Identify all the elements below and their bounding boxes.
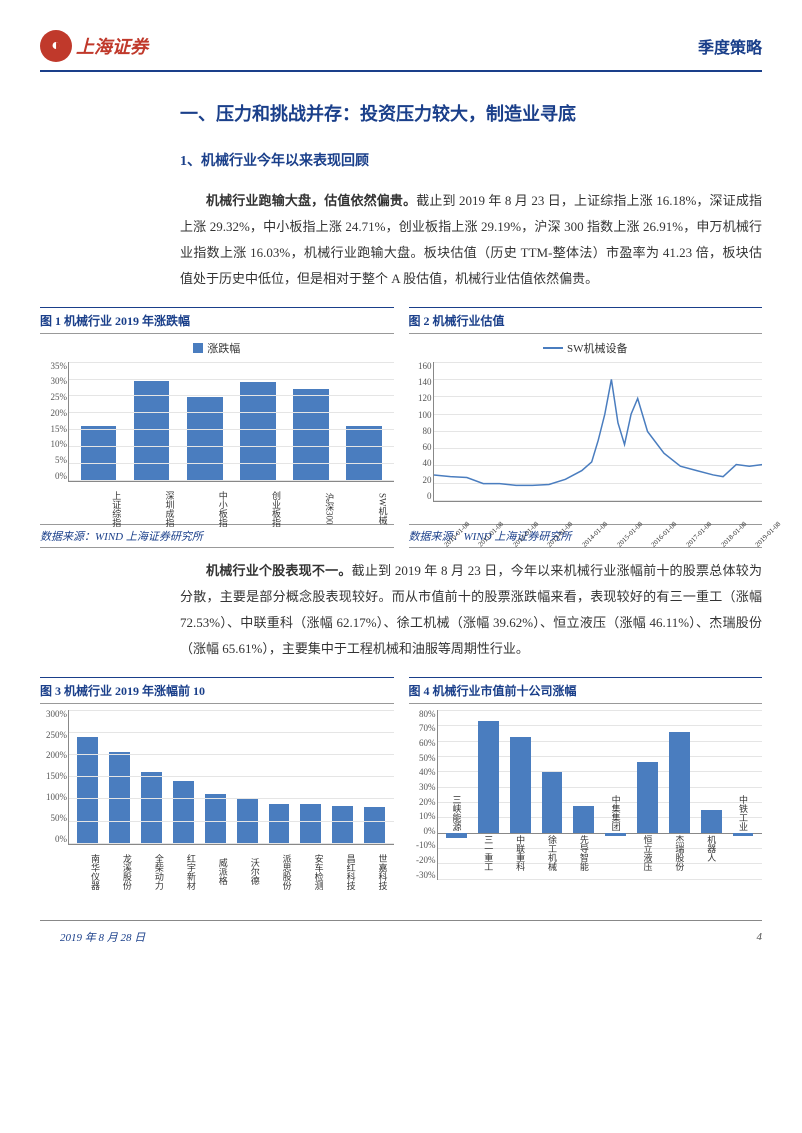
chart-1-title: 图 1 机械行业 2019 年涨跌幅 xyxy=(40,307,394,334)
section-heading-2: 1、机械行业今年以来表现回顾 xyxy=(180,149,762,176)
chart-3-plot: 0%50%100%150%200%250%300% xyxy=(68,710,394,845)
chart-4: 图 4 机械行业市值前十公司涨幅 80%70%60%50%40%30%20%10… xyxy=(409,677,763,890)
legend-line-icon xyxy=(543,347,563,349)
chart-4-plot: 80%70%60%50%40%30%20%10%0%-10%-20%-30% 三… xyxy=(437,710,763,880)
chart-4-title: 图 4 机械行业市值前十公司涨幅 xyxy=(409,677,763,704)
p2-bold: 机械行业个股表现不一。 xyxy=(206,563,352,578)
chart-2-plot: 020406080100120140160 xyxy=(433,362,763,502)
p1-bold: 机械行业跑输大盘，估值依然偏贵。 xyxy=(206,193,416,208)
page-header: ◐ 上海证券 季度策略 xyxy=(40,30,762,72)
section-heading-1: 一、压力和挑战并存：投资压力较大，制造业寻底 xyxy=(180,97,762,131)
legend-text: 涨跌幅 xyxy=(207,340,240,356)
paragraph-2: 机械行业个股表现不一。截止到 2019 年 8 月 23 日，今年以来机械行业涨… xyxy=(180,558,762,662)
legend-text: SW机械设备 xyxy=(567,340,628,356)
chart-3: 图 3 机械行业 2019 年涨幅前 10 0%50%100%150%200%2… xyxy=(40,677,394,890)
page-footer: 2019 年 8 月 28 日 4 xyxy=(40,920,762,945)
charts-row-2: 图 3 机械行业 2019 年涨幅前 10 0%50%100%150%200%2… xyxy=(40,677,762,890)
footer-date: 2019 年 8 月 28 日 xyxy=(40,929,145,945)
legend-swatch xyxy=(193,343,203,353)
chart-3-title: 图 3 机械行业 2019 年涨幅前 10 xyxy=(40,677,394,704)
chart-1: 图 1 机械行业 2019 年涨跌幅 涨跌幅 0%5%10%15%20%25%3… xyxy=(40,307,394,548)
chart-2-legend: SW机械设备 xyxy=(409,340,763,356)
charts-row-1: 图 1 机械行业 2019 年涨跌幅 涨跌幅 0%5%10%15%20%25%3… xyxy=(40,307,762,548)
chart-1-legend: 涨跌幅 xyxy=(40,340,394,356)
logo: ◐ 上海证券 xyxy=(40,30,148,62)
chart-2-title: 图 2 机械行业估值 xyxy=(409,307,763,334)
logo-icon: ◐ xyxy=(40,30,72,62)
doc-type: 季度策略 xyxy=(698,34,762,58)
chart-1-plot: 0%5%10%15%20%25%30%35% xyxy=(68,362,394,482)
logo-text: 上海证券 xyxy=(76,33,148,59)
chart-2: 图 2 机械行业估值 SW机械设备 020406080100120140160 … xyxy=(409,307,763,548)
footer-page-number: 4 xyxy=(757,931,763,943)
paragraph-1: 机械行业跑输大盘，估值依然偏贵。截止到 2019 年 8 月 23 日，上证综指… xyxy=(180,188,762,292)
